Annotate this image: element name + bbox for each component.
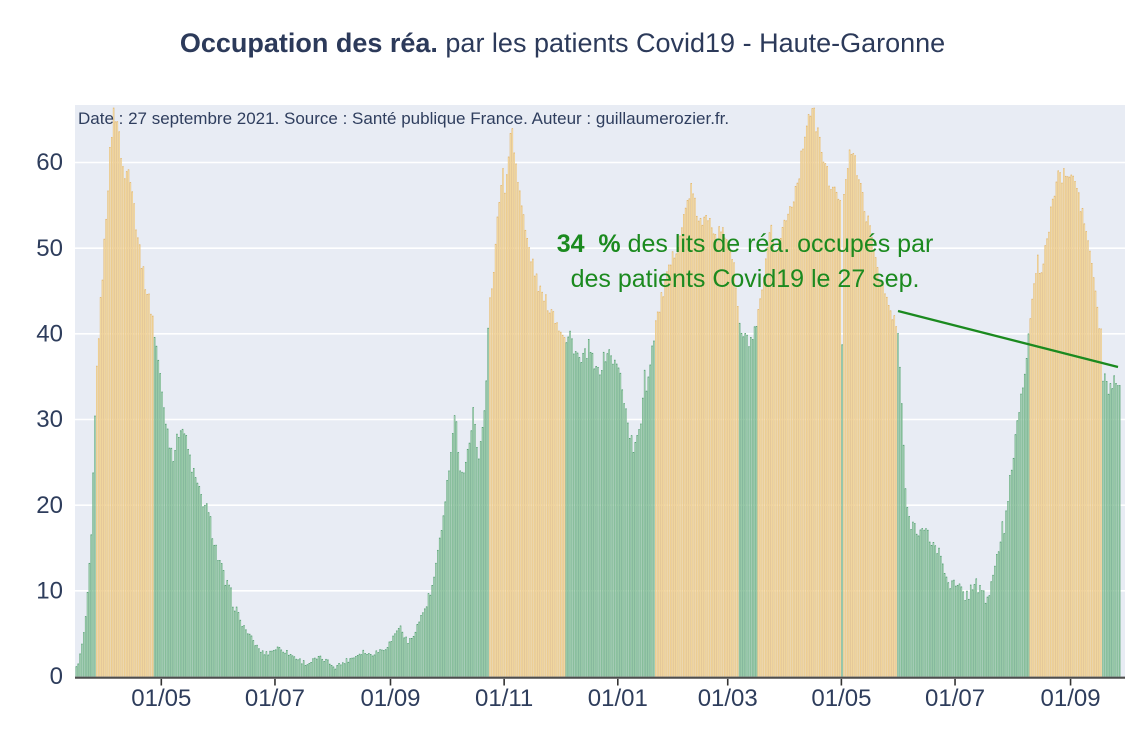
- chart-source-note: Date : 27 septembre 2021. Source : Santé…: [78, 109, 730, 128]
- page-title: Occupation des réa. par les patients Cov…: [0, 28, 1125, 59]
- annotation-value: 34 %: [556, 230, 621, 258]
- annotation-line1: des lits de réa. occupés par: [620, 230, 934, 258]
- page-title-bold: Occupation des réa.: [179, 28, 438, 58]
- annotation-line2: des patients Covid19 le 27 sep.: [570, 265, 920, 293]
- page-title-regular: par les patients Covid19 - Haute-Garonne: [437, 28, 946, 58]
- annotation-callout: 34 % des lits de réa. occupés par des pat…: [500, 227, 990, 297]
